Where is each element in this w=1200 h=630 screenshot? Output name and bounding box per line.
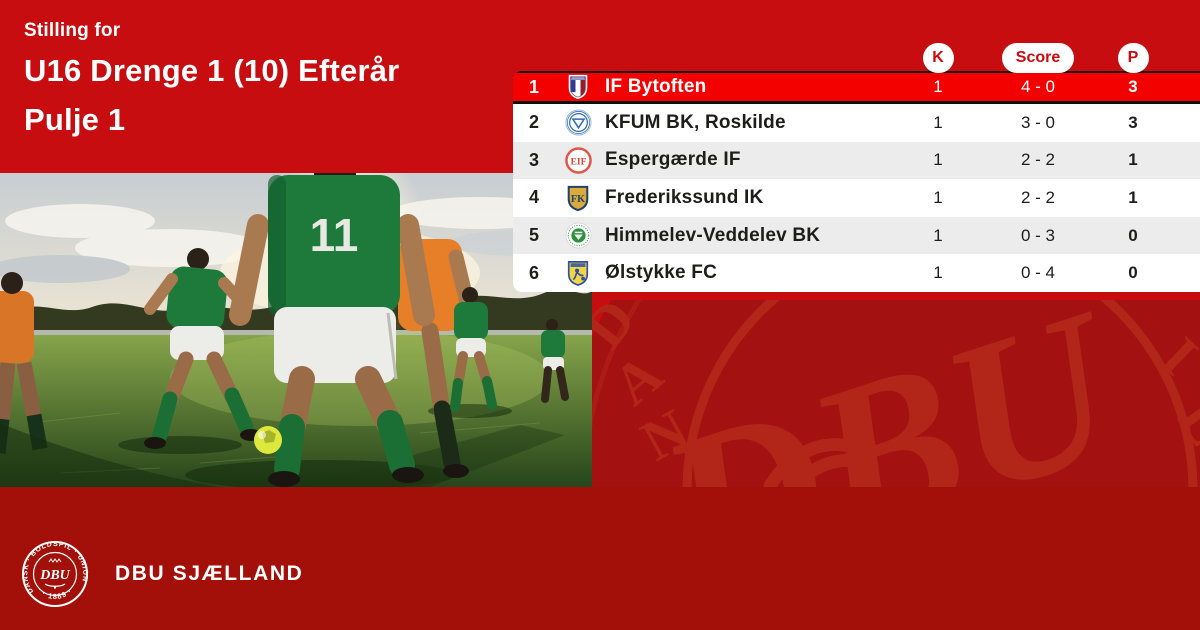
- header-badge-k: K: [922, 43, 954, 73]
- watermark-wing: [763, 438, 879, 487]
- table-row: 1 IF Bytoften 1 4 - 0 3: [513, 71, 1200, 104]
- svg-text:· 1889 ·: · 1889 ·: [41, 586, 75, 601]
- points: 0: [1128, 263, 1138, 283]
- team-name: Ølstykke FC: [605, 262, 718, 284]
- matches-played: 1: [933, 77, 943, 96]
- page-eyebrow: Stilling for: [24, 20, 121, 41]
- score: 2 - 2: [1020, 187, 1056, 207]
- position: 3: [528, 149, 539, 170]
- position: 5: [528, 225, 539, 246]
- header-badge-score: Score: [1001, 43, 1075, 73]
- score: 3 - 0: [1020, 112, 1056, 132]
- brand-name: DBU SJÆLLAND: [115, 562, 304, 585]
- table-row: 5 Himmelev-Veddelev BK 1 0 - 3 0: [513, 216, 1200, 255]
- table-body: 1 IF Bytoften 1 4 - 0 3 2: [513, 71, 1200, 292]
- bottom-band: [0, 487, 1200, 630]
- score: 2 - 2: [1020, 150, 1056, 170]
- seal-wing: [44, 583, 66, 587]
- football-ball: [254, 426, 282, 454]
- position: 4: [528, 187, 539, 208]
- dbu-watermark: D A N I L DBU: [560, 300, 1200, 487]
- team-name: IF Bytoften: [605, 76, 707, 97]
- team-name: Espergærde IF: [605, 149, 741, 171]
- dbu-watermark-seal: D A N I L DBU: [560, 300, 1200, 487]
- player-silhouette: [450, 287, 497, 412]
- footer-brand: DANSK · BOLDSPIL · UNION · 1889 · DBU DB…: [21, 540, 303, 608]
- team-logo-frederikssund-ik: FK: [555, 185, 601, 211]
- matches-played: 1: [933, 263, 943, 283]
- seal-year-text: · 1889 ·: [41, 586, 74, 601]
- table-header-row: K Score P: [513, 43, 1200, 73]
- header: Stilling for U16 Drenge 1 (10) Efterår P…: [24, 20, 399, 138]
- player-silhouette: [0, 272, 48, 454]
- position: 2: [528, 112, 539, 133]
- dbu-seal-logo: DANSK · BOLDSPIL · UNION · 1889 · DBU: [22, 541, 88, 607]
- points: 1: [1128, 187, 1138, 207]
- team-logo-kfum-bk: [555, 109, 601, 136]
- matches-played: 1: [933, 187, 943, 207]
- page-subtitle: Pulje 1: [24, 102, 126, 137]
- position: 1: [528, 76, 539, 97]
- position: 6: [528, 262, 539, 283]
- points: 1: [1128, 150, 1138, 170]
- score: 0 - 3: [1020, 225, 1056, 245]
- header-badge-p: P: [1117, 43, 1149, 73]
- team-logo-if-bytoften: [555, 74, 601, 100]
- standings-table: K Score P 1 IF Bytoften 1: [513, 43, 1200, 292]
- matches-played: 1: [933, 225, 943, 245]
- table-row: 6 Ølstykke FC 1 0 - 4 0: [513, 254, 1200, 292]
- matches-played: 1: [933, 150, 943, 170]
- player-silhouette-main: 11: [229, 173, 435, 487]
- table-row: 2 KFUM BK, Roskilde 1 3 - 0 3: [513, 104, 1200, 142]
- points: 3: [1128, 77, 1138, 96]
- seal-crown: [48, 558, 62, 563]
- team-name: KFUM BK, Roskilde: [605, 111, 786, 133]
- score: 4 - 0: [1020, 77, 1056, 96]
- team-logo-espergaerde-if: EIF: [555, 147, 601, 174]
- player-silhouette: [144, 248, 262, 449]
- hero-photo: 11: [0, 173, 592, 487]
- table-row: 3 EIF Espergærde IF 1 2 - 2 1: [513, 141, 1200, 180]
- points: 3: [1128, 112, 1138, 132]
- player-silhouette: [541, 319, 569, 403]
- matches-played: 1: [933, 112, 943, 132]
- seal-monogram: DBU: [39, 568, 70, 583]
- svg-text:FK: FK: [571, 194, 585, 205]
- table-row: 4 FK Frederikssund IK 1 2 - 2 1: [513, 179, 1200, 217]
- grass-vignette: [0, 423, 220, 487]
- football-photo-illustration: 11: [0, 173, 592, 487]
- points: 0: [1128, 225, 1138, 245]
- team-logo-himmelev-veddelev-bk: [555, 222, 601, 249]
- svg-text:EIF: EIF: [570, 156, 586, 167]
- page-title: U16 Drenge 1 (10) Efterår: [24, 53, 400, 88]
- team-logo-olstykke-fc: [555, 260, 601, 287]
- team-name: Frederikssund IK: [605, 186, 764, 208]
- jersey-number: 11: [310, 209, 359, 261]
- score: 0 - 4: [1020, 263, 1056, 283]
- team-name: Himmelev-Veddelev BK: [605, 224, 821, 246]
